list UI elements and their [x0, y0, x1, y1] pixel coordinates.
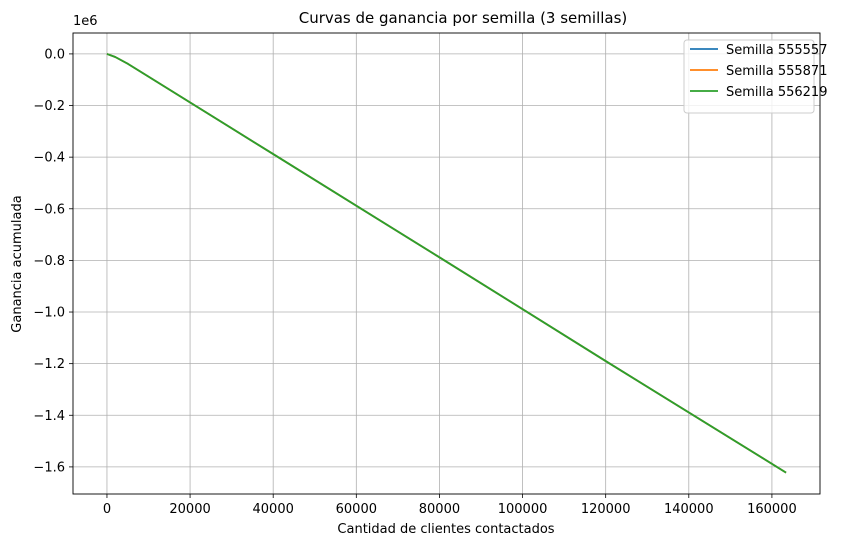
y-axis: 0.0 −0.2 −0.4 −0.6 −0.8 −1.0 −1.2 −1.4 −1.6: [33, 47, 73, 475]
y-tick-label: −1.6: [33, 460, 65, 475]
y-tick-label: −0.6: [33, 202, 65, 217]
legend-label: Semilla 555557: [726, 43, 827, 58]
y-tick-label: −1.4: [33, 409, 65, 424]
x-axis-title: Cantidad de clientes contactados: [337, 522, 554, 537]
x-tick-label: 60000: [336, 502, 377, 517]
legend-label: Semilla 556219: [726, 85, 827, 100]
series-line-3: [106, 53, 787, 474]
x-tick-label: 80000: [419, 502, 460, 517]
y-axis-title: Ganancia acumulada: [10, 195, 25, 332]
chart-title: Curvas de ganancia por semilla (3 semill…: [299, 9, 628, 27]
y-tick-label: −0.8: [33, 254, 65, 269]
series-lines: [106, 53, 787, 474]
y-tick-label: 0.0: [44, 47, 65, 62]
legend: Semilla 555557 Semilla 555871 Semilla 5562…: [683, 39, 827, 114]
y-offset-label: 1e6: [73, 14, 98, 29]
plot-frame: [72, 32, 821, 495]
x-tick-label: 40000: [253, 502, 294, 517]
y-tick-label: −1.2: [33, 357, 65, 372]
x-tick-label: 140000: [664, 502, 714, 517]
legend-box: [683, 39, 815, 114]
x-tick-label: 0: [103, 502, 111, 517]
y-tick-label: −1.0: [33, 306, 65, 321]
x-axis: 0 20000 40000 60000 80000 100000 120000 140000 1…: [103, 494, 797, 517]
x-tick-label: 100000: [498, 502, 548, 517]
x-tick-label: 160000: [747, 502, 797, 517]
y-tick-label: −0.2: [33, 99, 65, 114]
y-tick-label: −0.4: [33, 151, 65, 166]
x-tick-label: 20000: [169, 502, 210, 517]
legend-label: Semilla 555871: [726, 64, 827, 79]
x-tick-label: 120000: [581, 502, 631, 517]
